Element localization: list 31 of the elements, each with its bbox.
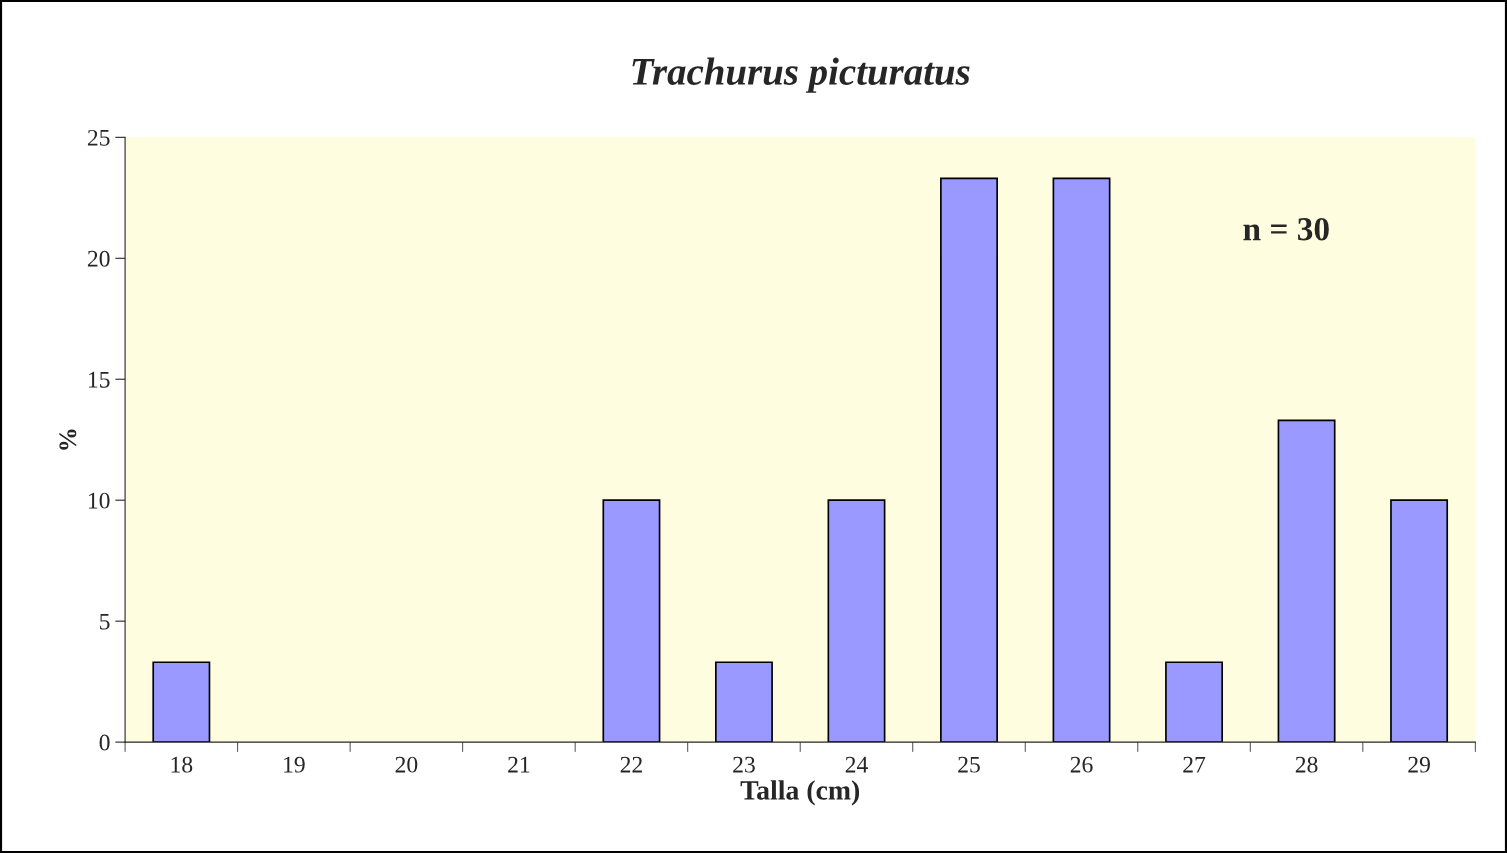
x-tick-label: 28 bbox=[1295, 756, 1318, 773]
y-tick-label: 15 bbox=[88, 371, 110, 388]
y-tick-label: 10 bbox=[88, 492, 110, 509]
bar bbox=[1052, 177, 1111, 743]
bar bbox=[940, 177, 998, 743]
y-tick-label: 25 bbox=[87, 129, 110, 146]
x-tick-label: 29 bbox=[1408, 756, 1430, 773]
x-tick-label: 20 bbox=[395, 756, 418, 773]
x-tick-label: 18 bbox=[171, 756, 193, 773]
bar bbox=[1390, 499, 1449, 743]
y-tick-label: 0 bbox=[99, 734, 110, 751]
x-axis-title: Talla (cm) bbox=[740, 780, 860, 806]
bar bbox=[602, 499, 661, 743]
x-tick-label: 25 bbox=[958, 756, 980, 773]
x-tick-label: 27 bbox=[1183, 756, 1206, 773]
bar bbox=[1165, 661, 1224, 743]
x-tick-label: 22 bbox=[620, 756, 642, 773]
bar bbox=[827, 499, 886, 743]
x-tick-label: 23 bbox=[733, 756, 755, 773]
x-tick-label: 19 bbox=[284, 756, 305, 773]
annotation: n = 30 bbox=[1243, 217, 1329, 241]
x-tick-label: 24 bbox=[845, 756, 868, 773]
y-tick-label: 20 bbox=[87, 250, 110, 267]
bar bbox=[152, 661, 211, 743]
chart-title: Trachurus picturatus bbox=[632, 57, 970, 93]
y-tick-label: 5 bbox=[100, 613, 110, 630]
y-axis-title: % bbox=[59, 429, 77, 450]
x-tick-label: 21 bbox=[508, 756, 530, 773]
bar bbox=[1277, 419, 1336, 743]
bar bbox=[714, 661, 773, 743]
x-tick-label: 26 bbox=[1070, 756, 1093, 773]
